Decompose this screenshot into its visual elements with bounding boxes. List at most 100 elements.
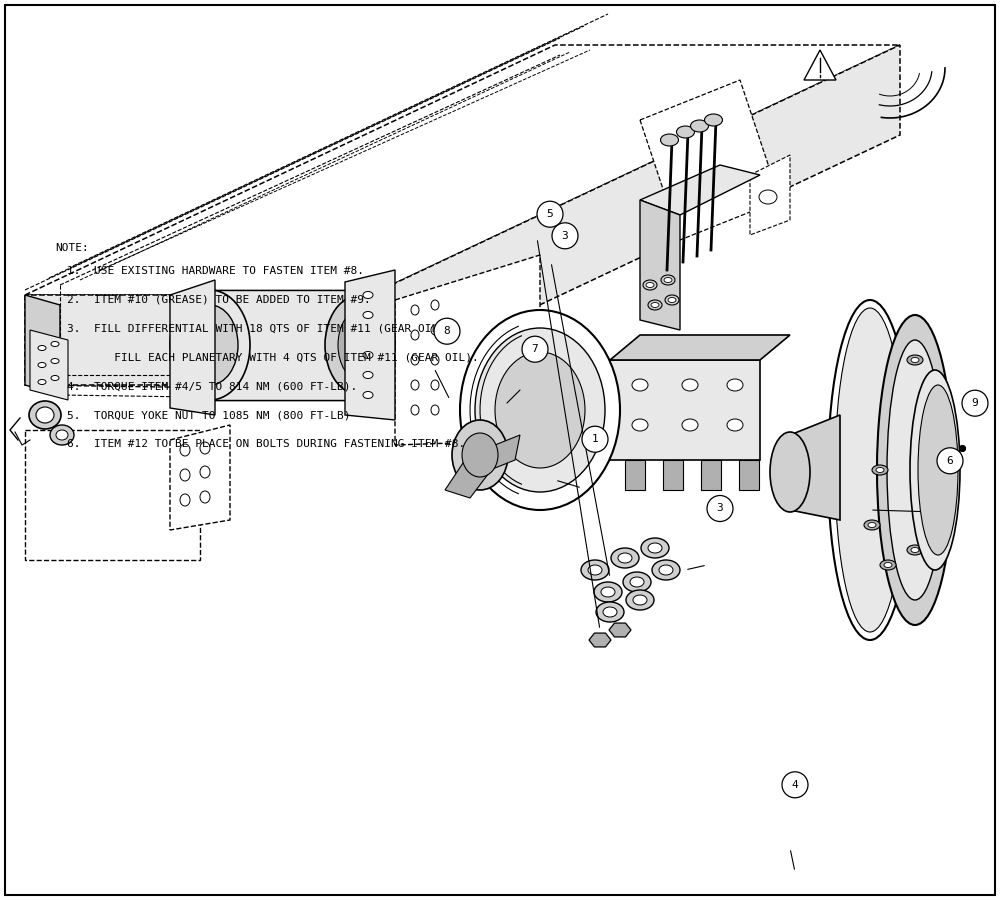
Ellipse shape bbox=[56, 430, 68, 440]
Polygon shape bbox=[170, 425, 230, 530]
Ellipse shape bbox=[596, 602, 624, 622]
Ellipse shape bbox=[633, 595, 647, 605]
Polygon shape bbox=[804, 50, 836, 80]
Text: 1: 1 bbox=[592, 434, 598, 445]
Ellipse shape bbox=[411, 330, 419, 340]
Circle shape bbox=[937, 448, 963, 473]
Ellipse shape bbox=[936, 398, 944, 402]
Ellipse shape bbox=[877, 315, 953, 625]
Ellipse shape bbox=[182, 305, 238, 385]
Ellipse shape bbox=[38, 346, 46, 350]
Ellipse shape bbox=[770, 432, 810, 512]
Text: 2.  ITEM #10 (GREASE) TO BE ADDED TO ITEM #9.: 2. ITEM #10 (GREASE) TO BE ADDED TO ITEM… bbox=[67, 295, 371, 305]
Ellipse shape bbox=[907, 355, 923, 365]
Polygon shape bbox=[625, 460, 645, 490]
Ellipse shape bbox=[411, 380, 419, 390]
Ellipse shape bbox=[431, 300, 439, 310]
Ellipse shape bbox=[660, 134, 678, 146]
Polygon shape bbox=[701, 460, 721, 490]
Circle shape bbox=[537, 202, 563, 227]
Ellipse shape bbox=[668, 298, 676, 302]
Text: 8: 8 bbox=[444, 326, 450, 337]
Ellipse shape bbox=[180, 469, 190, 481]
Ellipse shape bbox=[475, 328, 605, 492]
Ellipse shape bbox=[932, 510, 948, 520]
Text: 3: 3 bbox=[562, 230, 568, 241]
Text: FILL EACH PLANETARY WITH 4 QTS OF ITEM #11 (GEAR OIL).: FILL EACH PLANETARY WITH 4 QTS OF ITEM #… bbox=[67, 353, 479, 363]
Ellipse shape bbox=[727, 379, 743, 391]
Text: 4: 4 bbox=[792, 779, 798, 790]
Ellipse shape bbox=[431, 325, 439, 335]
Ellipse shape bbox=[50, 425, 74, 445]
Ellipse shape bbox=[180, 494, 190, 506]
Ellipse shape bbox=[611, 548, 639, 568]
Ellipse shape bbox=[940, 450, 956, 460]
Ellipse shape bbox=[363, 392, 373, 399]
Ellipse shape bbox=[200, 491, 210, 503]
Polygon shape bbox=[663, 460, 683, 490]
Ellipse shape bbox=[690, 120, 708, 132]
Ellipse shape bbox=[38, 363, 46, 367]
Text: 9: 9 bbox=[972, 398, 978, 409]
Ellipse shape bbox=[910, 370, 960, 570]
Ellipse shape bbox=[727, 419, 743, 431]
Ellipse shape bbox=[911, 547, 919, 553]
Circle shape bbox=[782, 772, 808, 797]
Circle shape bbox=[522, 337, 548, 362]
Circle shape bbox=[582, 427, 608, 452]
Ellipse shape bbox=[180, 444, 190, 456]
Ellipse shape bbox=[495, 352, 585, 468]
Text: 1.  USE EXISTING HARDWARE TO FASTEN ITEM #8.: 1. USE EXISTING HARDWARE TO FASTEN ITEM … bbox=[67, 266, 364, 276]
Ellipse shape bbox=[659, 565, 673, 575]
Ellipse shape bbox=[835, 308, 905, 632]
Ellipse shape bbox=[51, 341, 59, 346]
Polygon shape bbox=[640, 165, 760, 215]
Polygon shape bbox=[640, 80, 780, 240]
Circle shape bbox=[707, 496, 733, 521]
Ellipse shape bbox=[828, 300, 912, 640]
Ellipse shape bbox=[411, 305, 419, 315]
Ellipse shape bbox=[363, 372, 373, 379]
Ellipse shape bbox=[682, 419, 698, 431]
Polygon shape bbox=[490, 435, 520, 470]
Ellipse shape bbox=[411, 355, 419, 365]
Ellipse shape bbox=[759, 190, 777, 204]
Polygon shape bbox=[640, 200, 680, 330]
Ellipse shape bbox=[868, 523, 876, 527]
Ellipse shape bbox=[431, 405, 439, 415]
Polygon shape bbox=[395, 255, 540, 445]
Text: NOTE:: NOTE: bbox=[55, 243, 89, 253]
Ellipse shape bbox=[652, 560, 680, 580]
Ellipse shape bbox=[880, 560, 896, 570]
Ellipse shape bbox=[338, 310, 382, 380]
Ellipse shape bbox=[581, 560, 609, 580]
Ellipse shape bbox=[661, 275, 675, 285]
Ellipse shape bbox=[630, 577, 644, 587]
Circle shape bbox=[962, 391, 988, 416]
Polygon shape bbox=[25, 45, 900, 295]
Text: 5: 5 bbox=[547, 209, 553, 220]
Text: 3.  FILL DIFFERENTIAL WITH 18 QTS OF ITEM #11 (GEAR OIL).: 3. FILL DIFFERENTIAL WITH 18 QTS OF ITEM… bbox=[67, 324, 452, 334]
Ellipse shape bbox=[431, 380, 439, 390]
Ellipse shape bbox=[872, 465, 888, 475]
Polygon shape bbox=[609, 623, 631, 637]
Polygon shape bbox=[25, 295, 370, 385]
Text: 4.  TORQUE ITEM #4/5 TO 814 NM (600 FT-LB).: 4. TORQUE ITEM #4/5 TO 814 NM (600 FT-LB… bbox=[67, 382, 357, 392]
Ellipse shape bbox=[588, 565, 602, 575]
Ellipse shape bbox=[682, 379, 698, 391]
Ellipse shape bbox=[641, 538, 669, 558]
Ellipse shape bbox=[632, 419, 648, 431]
Polygon shape bbox=[750, 155, 790, 235]
Ellipse shape bbox=[664, 277, 672, 283]
Ellipse shape bbox=[643, 280, 657, 290]
Ellipse shape bbox=[38, 380, 46, 384]
Ellipse shape bbox=[932, 395, 948, 405]
Ellipse shape bbox=[704, 114, 722, 126]
Text: 5.  TORQUE YOKE NUT TO 1085 NM (800 FT-LB): 5. TORQUE YOKE NUT TO 1085 NM (800 FT-LB… bbox=[67, 410, 351, 420]
Ellipse shape bbox=[170, 290, 250, 400]
Polygon shape bbox=[589, 633, 611, 647]
Ellipse shape bbox=[29, 401, 61, 429]
Text: 6: 6 bbox=[947, 455, 953, 466]
Ellipse shape bbox=[411, 405, 419, 415]
Ellipse shape bbox=[626, 590, 654, 610]
